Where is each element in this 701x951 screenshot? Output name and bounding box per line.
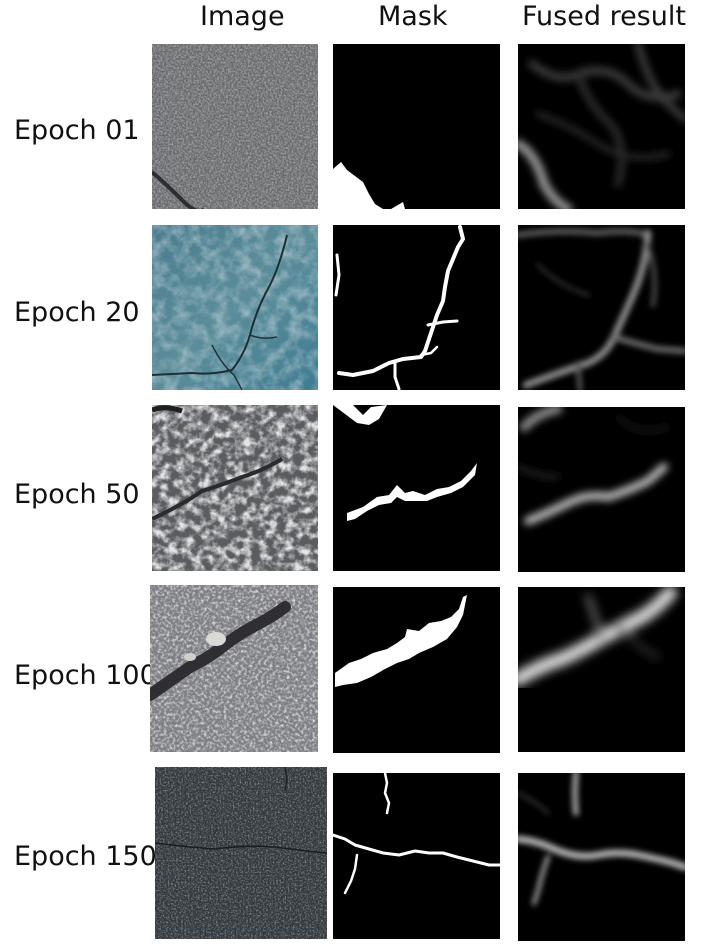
- mask-epoch-150: [333, 773, 500, 939]
- row-label-epoch-150: Epoch 150: [14, 841, 157, 872]
- input-image-epoch-20: [152, 225, 318, 390]
- input-image-epoch-100: [150, 585, 318, 752]
- input-image-epoch-50: [152, 405, 318, 571]
- row-label-epoch-50: Epoch 50: [14, 479, 140, 510]
- row-label-epoch-100: Epoch 100: [14, 660, 157, 691]
- fused-result-epoch-20: [518, 225, 685, 390]
- row-label-epoch-20: Epoch 20: [14, 297, 140, 328]
- input-image-epoch-150: [155, 767, 327, 939]
- fused-result-epoch-150: [518, 773, 685, 941]
- fused-result-epoch-01: [518, 44, 685, 209]
- mask-epoch-50: [333, 405, 500, 571]
- row-label-epoch-01: Epoch 01: [14, 115, 140, 146]
- header-fused-result: Fused result: [522, 1, 686, 32]
- header-mask: Mask: [378, 1, 448, 32]
- fused-result-epoch-50: [518, 407, 685, 572]
- mask-epoch-01: [333, 44, 500, 209]
- mask-epoch-20: [333, 225, 500, 390]
- mask-epoch-100: [333, 587, 500, 753]
- fused-result-epoch-100: [518, 587, 685, 752]
- input-image-epoch-01: [152, 44, 318, 209]
- header-image: Image: [200, 1, 285, 32]
